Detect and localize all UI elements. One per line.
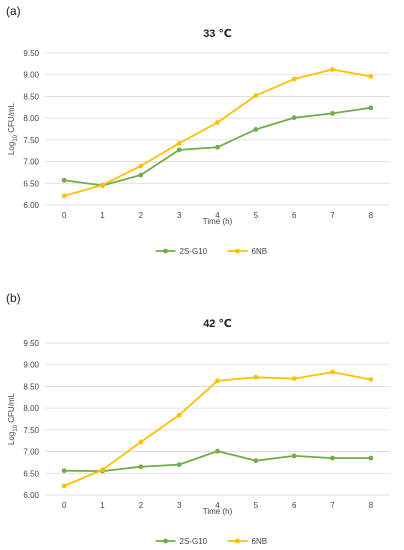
data-point-2s-g10 (368, 105, 374, 111)
y-tick-label: 7.50 (23, 426, 39, 435)
y-axis-label-unit: CFU/mL (7, 102, 16, 135)
legend-label: 2S-G10 (180, 537, 208, 546)
data-point-6nb (368, 74, 374, 79)
data-point-2s-g10 (253, 127, 259, 132)
y-tick-label: 8.00 (23, 114, 39, 123)
chart-title: 42 ℃ (203, 318, 232, 330)
data-point-6nb (138, 439, 144, 445)
data-point-2s-g10 (138, 172, 144, 178)
y-tick-label: 6.50 (23, 469, 39, 478)
data-point-6nb (61, 193, 67, 199)
data-point-6nb (368, 377, 374, 382)
data-point-6nb (61, 483, 67, 489)
y-tick-label: 7.00 (23, 448, 39, 457)
data-point-6nb (215, 378, 220, 384)
x-tick-label: 0 (62, 501, 67, 510)
x-tick-label: 3 (177, 211, 182, 220)
y-tick-label: 8.50 (23, 382, 39, 391)
y-axis-label: Log10 CFU/mL (7, 392, 19, 445)
data-point-2s-g10 (291, 115, 297, 121)
x-tick-label: 8 (369, 501, 374, 510)
x-tick-label: 7 (330, 501, 335, 510)
data-point-2s-g10 (176, 147, 182, 153)
x-tick-label: 2 (139, 501, 144, 510)
data-point-2s-g10 (330, 455, 335, 461)
y-axis-label-main: Log (7, 432, 16, 445)
chart-panel: (a) 33 ℃ 6.00 6.50 7.00 7.50 8.00 8.50 9.00 9.50 0… (6, 4, 390, 256)
x-axis-label: Time (h) (203, 507, 233, 516)
chart-title: 33 ℃ (203, 28, 232, 40)
panel-label: (a) (6, 4, 21, 18)
data-point-6nb (215, 120, 220, 125)
x-axis-label: Time (h) (203, 217, 233, 226)
data-point-6nb (253, 93, 259, 98)
data-point-2s-g10 (368, 455, 374, 461)
x-tick-label: 0 (62, 211, 67, 220)
data-point-2s-g10 (253, 458, 259, 464)
x-tick-label: 5 (254, 501, 259, 510)
legend-label: 6NB (252, 247, 268, 256)
series-line-6nb (63, 68, 371, 197)
y-tick-label: 7.50 (23, 136, 39, 145)
x-tick-label: 8 (369, 211, 374, 220)
y-tick-label: 6.50 (23, 179, 39, 188)
y-tick-label: 9.00 (23, 361, 39, 370)
y-tick-label: 8.50 (23, 92, 39, 101)
data-point-6nb (138, 163, 144, 169)
x-tick-label: 4 (215, 501, 220, 510)
y-axis-label: Log10 CFU/mL (7, 102, 19, 155)
panel-label: (b) (6, 291, 21, 305)
y-axis-label-unit: CFU/mL (7, 392, 16, 425)
legend-label: 6NB (252, 537, 268, 546)
legend-marker (163, 248, 168, 254)
y-tick-label: 7.00 (23, 158, 39, 167)
x-tick-label: 6 (292, 501, 297, 510)
data-point-6nb (330, 67, 335, 72)
y-tick-label: 6.00 (23, 491, 39, 500)
data-point-2s-g10 (330, 110, 335, 116)
x-tick-label: 3 (177, 501, 182, 510)
data-point-2s-g10 (61, 468, 67, 474)
y-tick-label: 9.00 (23, 71, 39, 80)
x-tick-label: 5 (254, 211, 259, 220)
chart-panel: (b) 42 ℃ 6.00 6.50 7.00 7.50 8.00 8.50 9.00 9.50 0… (6, 291, 390, 546)
y-axis-label-subscript: 10 (13, 134, 19, 141)
data-point-2s-g10 (215, 144, 220, 150)
legend-label: 2S-G10 (180, 247, 208, 256)
legend-marker (235, 248, 240, 254)
x-tick-label: 2 (139, 211, 144, 220)
series-line-2s-g10 (64, 450, 371, 473)
y-axis-label-subscript: 10 (13, 424, 19, 431)
data-point-6nb (330, 369, 335, 375)
series-line-6nb (63, 371, 372, 487)
y-tick-label: 9.50 (23, 339, 39, 348)
x-tick-label: 6 (292, 211, 297, 220)
data-point-6nb (100, 182, 105, 188)
y-axis-label-main: Log (7, 142, 16, 155)
data-point-2s-g10 (291, 453, 297, 459)
x-tick-label: 1 (100, 501, 105, 510)
data-point-6nb (176, 412, 182, 418)
legend-marker (163, 538, 168, 544)
data-point-6nb (100, 467, 105, 473)
data-point-6nb (176, 140, 182, 146)
x-tick-label: 4 (215, 211, 220, 220)
legend-marker (235, 538, 240, 544)
data-point-2s-g10 (138, 464, 144, 470)
data-point-6nb (291, 376, 297, 382)
y-tick-label: 6.00 (23, 201, 39, 210)
y-tick-label: 9.50 (23, 49, 39, 58)
data-point-6nb (253, 374, 259, 380)
data-point-2s-g10 (176, 462, 182, 467)
data-point-2s-g10 (61, 177, 67, 183)
x-tick-label: 7 (330, 211, 335, 220)
x-tick-label: 1 (100, 211, 105, 220)
data-point-6nb (291, 76, 297, 82)
y-tick-label: 8.00 (23, 404, 39, 413)
data-point-2s-g10 (215, 448, 220, 454)
